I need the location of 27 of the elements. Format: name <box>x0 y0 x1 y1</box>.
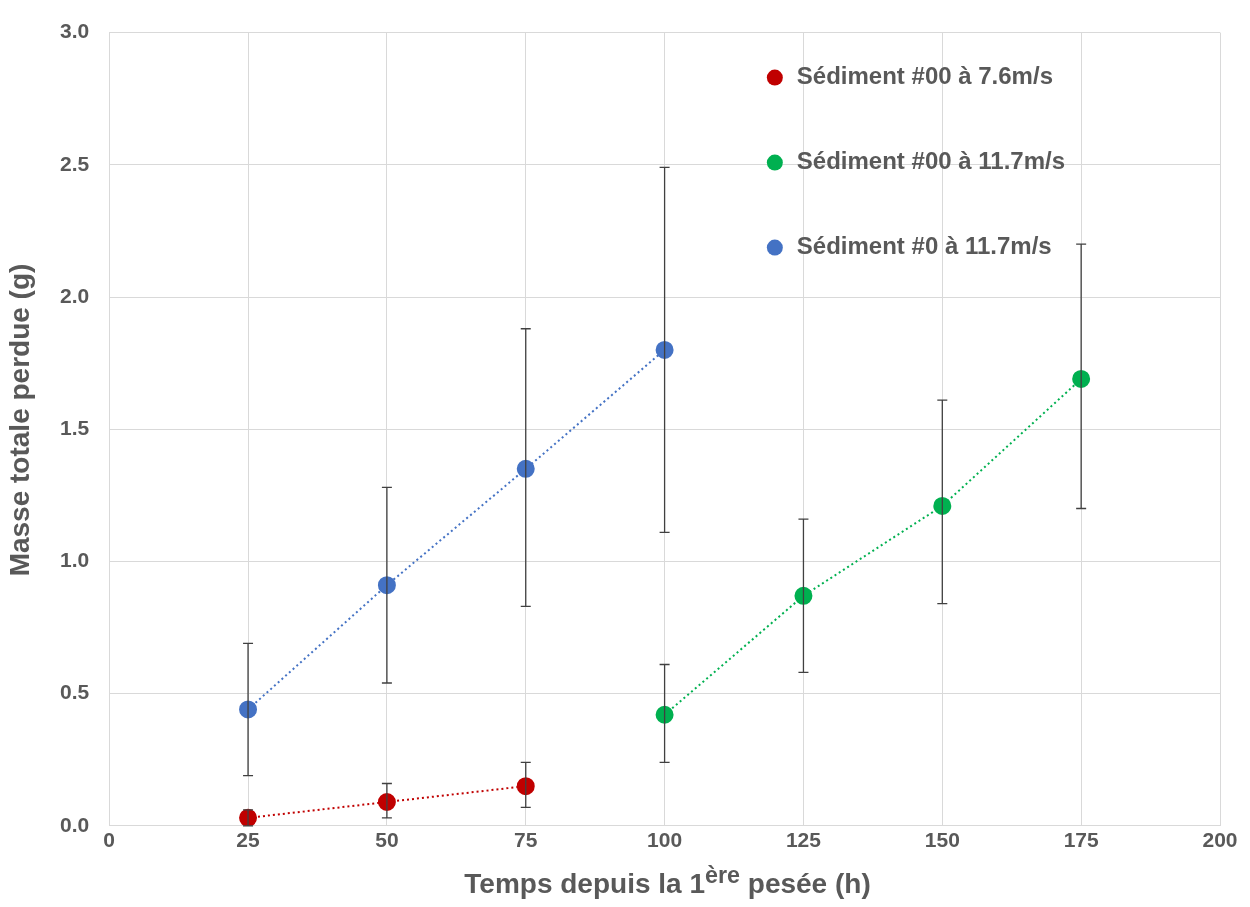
point <box>655 705 674 724</box>
y-tick-label: 1.0 <box>59 548 90 572</box>
y-tick-label: 1.5 <box>59 416 90 439</box>
legend-label: Sédiment #00 à 7.6m/s <box>796 62 1053 90</box>
point <box>516 777 535 796</box>
y-tick-label: 2.0 <box>59 283 90 307</box>
x-tick-label: 0 <box>103 828 116 852</box>
x-tick-label: 25 <box>236 828 261 852</box>
point <box>655 340 674 359</box>
x-axis-title: Temps depuis la 1$^{ère}$ pesée (h) <box>463 862 872 901</box>
x-tick-label: 50 <box>375 828 399 852</box>
point <box>794 586 813 605</box>
y-tick-label: 0.5 <box>59 680 90 704</box>
y-tick-label: 0.0 <box>59 812 90 836</box>
x-tick-label: 175 <box>1063 828 1099 852</box>
x-tick-label: 200 <box>1202 828 1238 852</box>
legend-label: Sédiment #0 à 11.7m/s <box>796 232 1052 260</box>
x-tick-label: 100 <box>647 828 683 852</box>
point <box>516 459 535 478</box>
y-tick-label: 2.5 <box>59 151 90 175</box>
legend-label: Sédiment #00 à 11.7m/s <box>796 147 1066 175</box>
x-tick-label: 150 <box>924 828 960 852</box>
y-tick-label: 3.0 <box>59 19 90 43</box>
x-tick-label: 75 <box>514 828 538 852</box>
y-axis-title: Masse totale perdue (g) <box>4 263 36 577</box>
point <box>933 496 952 515</box>
x-tick-label: 125 <box>785 828 822 852</box>
